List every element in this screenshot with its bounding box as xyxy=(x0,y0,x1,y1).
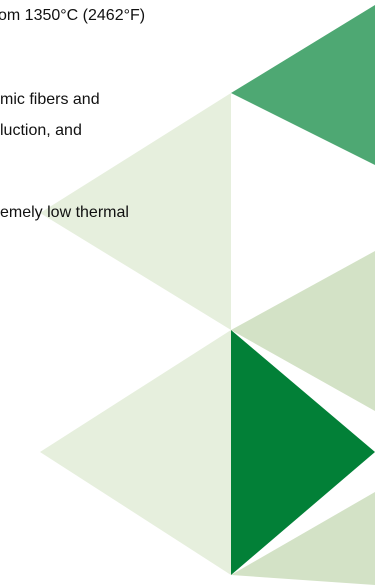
triangle-dark-green xyxy=(231,330,375,575)
text-line-temperature: om 1350°C (2462°F) xyxy=(0,7,146,24)
text-line-thermal: emely low thermal xyxy=(0,204,129,221)
text-line-reduction: luction, and xyxy=(0,122,82,139)
triangle-pale-bottom xyxy=(40,330,231,575)
text-line-fibers: mic fibers and xyxy=(0,91,100,108)
triangle-light-green-mid xyxy=(231,251,375,411)
triangle-light-green-bottom xyxy=(231,492,375,585)
triangle-medium-green xyxy=(231,5,375,165)
